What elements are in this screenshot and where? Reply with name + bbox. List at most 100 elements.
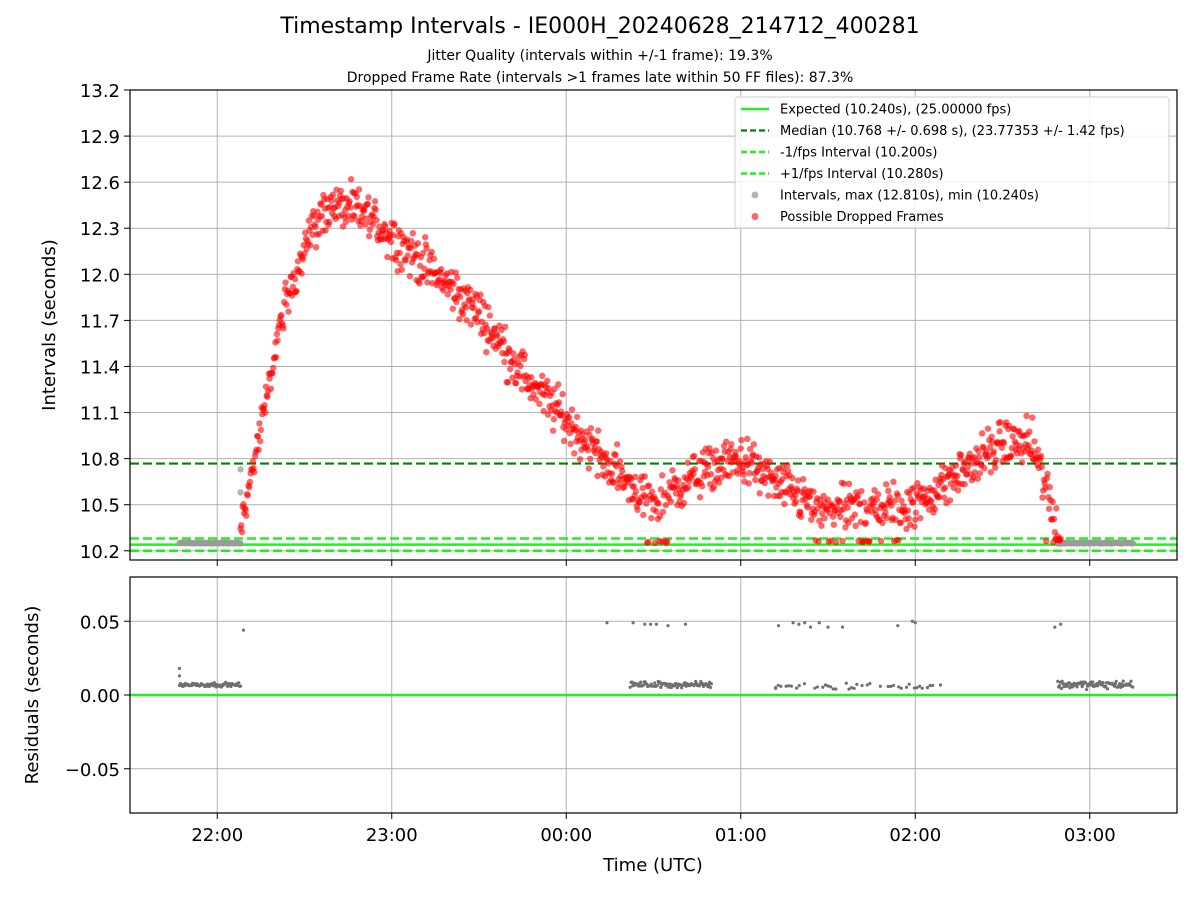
dropped-frame-point	[912, 516, 919, 523]
dropped-frame-point	[766, 458, 774, 466]
residual-point	[865, 683, 869, 687]
dropped-frame-point	[390, 231, 397, 239]
dropped-frame-point	[669, 467, 676, 474]
x-tick-label: 02:00	[889, 825, 941, 846]
dropped-frame-point	[750, 441, 758, 448]
residual-point	[912, 686, 916, 690]
dropped-frame-point	[1018, 459, 1026, 466]
dropped-frame-point	[895, 537, 902, 544]
dropped-frame-point	[419, 249, 427, 257]
dropped-frame-point	[909, 499, 917, 506]
x-tick-label: 22:00	[191, 825, 243, 846]
residual-point	[797, 683, 801, 688]
residual-point	[823, 683, 827, 687]
dropped-frame-point	[632, 473, 639, 481]
dropped-frame-point	[840, 480, 848, 487]
residual-point	[776, 683, 780, 687]
legend-dot-swatch	[751, 213, 759, 220]
dropped-frame-point	[521, 351, 529, 359]
dropped-frame-point	[477, 291, 484, 298]
dropped-frame-point	[568, 406, 576, 413]
dropped-frame-point	[595, 427, 602, 434]
dropped-frame-point	[326, 218, 333, 226]
dropped-frame-point	[404, 252, 411, 259]
residual-point	[709, 682, 713, 686]
dropped-frame-point	[290, 270, 297, 277]
dropped-frame-point	[565, 414, 573, 421]
dropped-frame-point	[551, 385, 558, 393]
dropped-frame-point	[789, 474, 796, 482]
x-tick-label: 01:00	[715, 825, 767, 846]
dropped-frame-point	[821, 515, 828, 522]
dropped-frame-point	[616, 480, 623, 487]
residual-point	[1059, 686, 1063, 691]
dropped-frame-point	[485, 304, 492, 311]
dropped-frame-point	[246, 478, 254, 486]
dropped-frame-point	[784, 462, 791, 469]
residual-point	[840, 625, 845, 629]
dropped-frame-point	[337, 187, 345, 195]
dropped-frame-point	[285, 308, 292, 315]
residual-point	[708, 685, 713, 690]
dropped-frame-point	[892, 516, 899, 523]
dropped-frame-point	[372, 206, 379, 213]
dropped-frame-point	[883, 514, 891, 522]
dropped-frame-point	[264, 393, 271, 401]
dropped-frame-point	[450, 280, 457, 288]
dropped-frame-point	[267, 385, 275, 392]
dropped-frame-point	[832, 539, 840, 546]
dropped-frame-point	[1049, 498, 1056, 506]
dropped-frame-point	[1050, 515, 1058, 523]
dropped-frame-point	[691, 466, 699, 473]
dropped-frame-point	[641, 473, 648, 480]
dropped-frame-point	[717, 474, 725, 481]
dropped-frame-point	[1023, 412, 1030, 420]
residual-point	[815, 685, 820, 689]
dropped-frame-point	[667, 498, 675, 505]
dropped-frame-point	[249, 458, 257, 465]
dropped-frame-point	[976, 470, 984, 477]
dropped-frame-point	[894, 492, 901, 499]
residual-point	[1084, 688, 1089, 692]
x-tick-label: 00:00	[540, 825, 592, 846]
dropped-frame-point	[298, 270, 305, 277]
dropped-frame-point	[444, 291, 451, 298]
bottom-scatter-points	[177, 619, 1135, 692]
dropped-frame-point	[655, 500, 662, 507]
dropped-frame-point	[970, 453, 978, 461]
dropped-frame-point	[1008, 452, 1015, 459]
dropped-frame-point	[808, 516, 815, 523]
dropped-frame-point	[493, 332, 501, 340]
dropped-frame-point	[355, 186, 363, 193]
dropped-frame-point	[424, 279, 431, 286]
residual-point	[648, 622, 653, 626]
dropped-frame-point	[723, 438, 730, 445]
dropped-frame-point	[659, 508, 667, 516]
dropped-frame-point	[501, 323, 509, 331]
dropped-frame-point	[974, 475, 981, 482]
dropped-frame-point	[744, 435, 751, 443]
dropped-frame-point	[256, 420, 263, 427]
dropped-frame-point	[364, 201, 371, 208]
residual-point	[831, 687, 835, 691]
residual-point	[817, 621, 821, 625]
dropped-frame-point	[366, 232, 373, 240]
dropped-frame-point	[912, 509, 920, 516]
dropped-frame-point	[996, 428, 1003, 435]
dropped-frame-point	[874, 491, 882, 498]
dropped-frame-point	[745, 480, 752, 487]
residual-point	[787, 684, 791, 688]
dropped-frame-point	[572, 423, 579, 431]
residual-point	[643, 622, 647, 626]
residual-point	[847, 687, 851, 691]
dropped-frame-point	[691, 452, 698, 460]
residual-point	[238, 684, 243, 688]
dropped-frame-point	[732, 448, 739, 456]
dropped-frame-point	[423, 245, 430, 252]
dropped-frame-point	[836, 497, 843, 505]
dropped-frame-point	[283, 301, 290, 308]
residual-point	[779, 684, 783, 688]
dropped-frame-point	[952, 462, 960, 469]
dropped-frame-point	[256, 437, 264, 445]
